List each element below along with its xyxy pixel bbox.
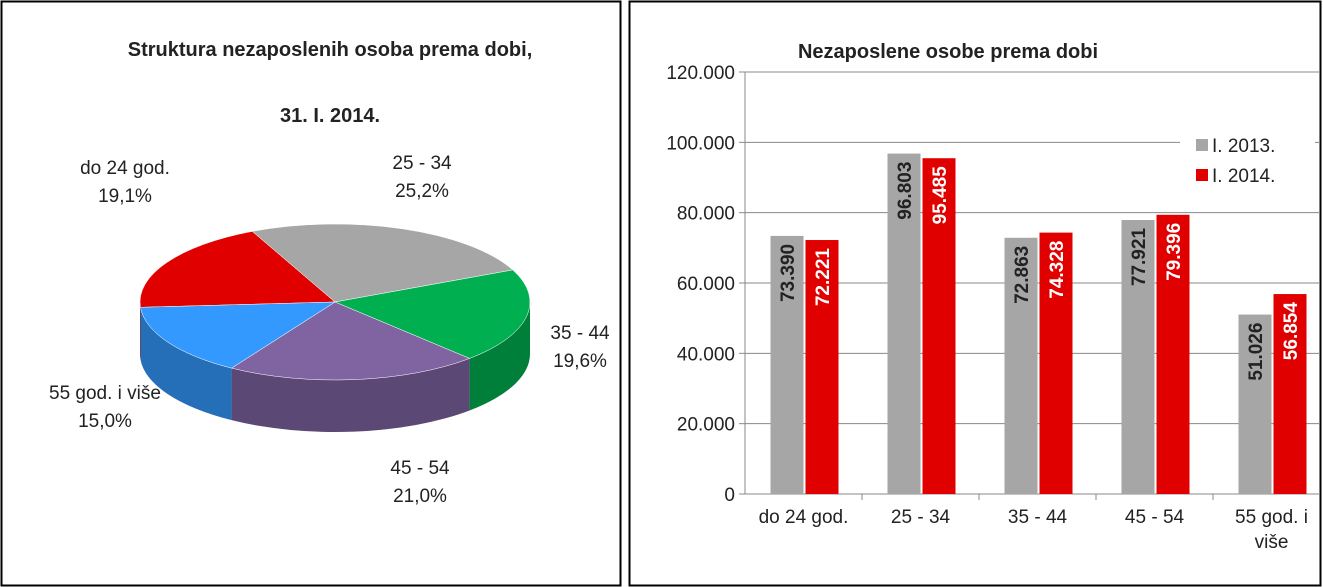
legend-label: I. 2013. [1212, 136, 1275, 157]
pie-slice [251, 223, 514, 303]
bar [805, 240, 839, 494]
bar [1039, 232, 1073, 494]
y-tick-label: 60.000 [677, 274, 735, 295]
bar [1238, 314, 1272, 494]
pie-title: 31. I. 2014. [279, 105, 381, 127]
legend-label: I. 2014. [1212, 166, 1275, 187]
pie-slice [139, 231, 336, 308]
pie-side [469, 302, 531, 411]
y-tick-label: 100.000 [666, 133, 735, 154]
pie-label: do 24 god. [80, 158, 170, 179]
pie-side [231, 358, 470, 432]
x-tick-label: 55 god. i više [1235, 507, 1308, 553]
pie-value-label: 21,0% [393, 486, 447, 507]
y-tick-label: 20.000 [677, 415, 735, 436]
bar-value-label: 79.396 [1164, 223, 1185, 281]
pie-label: 35 - 44 [550, 323, 610, 344]
pie-label: 45 - 54 [390, 458, 450, 479]
legend-swatch [1196, 139, 1208, 151]
legend-bg [1180, 125, 1315, 197]
y-tick-label: 40.000 [677, 344, 735, 365]
y-tick-label: 120.000 [666, 63, 735, 84]
y-tick-label: 80.000 [677, 204, 735, 225]
bar-value-label: 95.485 [930, 166, 951, 225]
pie-side [140, 307, 232, 421]
x-tick-label: 25 - 34 [890, 507, 951, 528]
pie-label: 25 - 34 [392, 153, 452, 174]
pie-value-label: 25,2% [395, 181, 449, 202]
pie-label: 55 god. i više [49, 383, 161, 404]
bar-value-label: 77.921 [1129, 228, 1150, 287]
bar-value-label: 72.863 [1012, 246, 1033, 304]
bar [887, 153, 921, 494]
pie-panel [0, 0, 622, 587]
bar [1121, 219, 1155, 494]
pie-slice [140, 301, 336, 369]
bar-value-label: 74.328 [1047, 241, 1068, 299]
bar-value-label: 51.026 [1246, 323, 1267, 381]
bar [1004, 237, 1038, 494]
y-tick-label: 0 [724, 485, 735, 506]
bar [922, 158, 956, 494]
x-tick-label: do 24 god. [758, 507, 849, 528]
bar-value-label: 73.390 [778, 244, 799, 302]
bar-panel [628, 0, 1322, 587]
bar-value-label: 72.221 [813, 248, 834, 307]
bar [770, 235, 804, 494]
pie-slice [334, 269, 531, 359]
x-tick-label: 35 - 44 [1007, 507, 1068, 528]
bar [1273, 294, 1307, 494]
pie-slice [230, 301, 471, 381]
pie-value-label: 19,1% [98, 186, 152, 207]
bar [1156, 214, 1190, 495]
bar-title: Nezaposlene osobe prema dobi [797, 41, 1099, 63]
pie-value-label: 19,6% [553, 351, 607, 372]
pie-value-label: 15,0% [78, 411, 132, 432]
bar-value-label: 56.854 [1281, 302, 1302, 361]
legend-swatch [1196, 169, 1208, 181]
pie-title: Struktura nezaposlenih osoba prema dobi, [127, 39, 533, 61]
x-tick-label: 45 - 54 [1124, 507, 1185, 528]
bar-value-label: 96.803 [895, 162, 916, 220]
